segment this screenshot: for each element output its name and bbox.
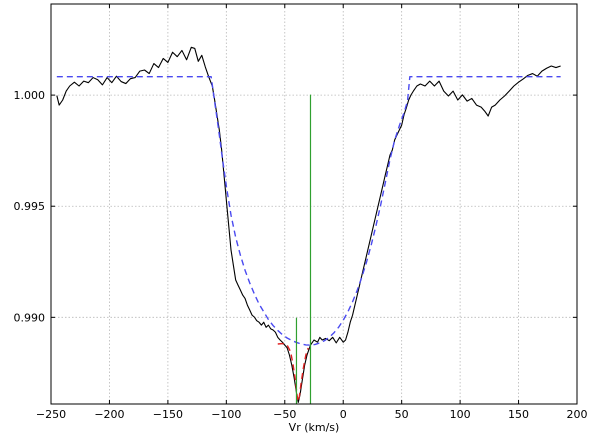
x-tick-label: 100 <box>450 408 471 421</box>
x-tick-label: 200 <box>567 408 588 421</box>
x-tick-label: −100 <box>211 408 241 421</box>
x-tick-label: −250 <box>36 408 66 421</box>
ticks: −250 −200 −150 −100 −50 0 50 100 150 200 0.990 0.99… <box>14 4 588 421</box>
observed-profile-line <box>56 46 561 403</box>
y-tick-label: 0.995 <box>14 200 46 213</box>
grid <box>51 4 577 404</box>
x-tick-label: −150 <box>153 408 183 421</box>
x-tick-label: −200 <box>94 408 124 421</box>
x-tick-label: 150 <box>508 408 529 421</box>
x-tick-label: −50 <box>273 408 296 421</box>
x-axis-label: Vr (km/s) <box>289 421 340 434</box>
y-tick-label: 1.000 <box>14 89 46 102</box>
x-tick-label: 0 <box>340 408 347 421</box>
plot-frame <box>50 3 578 405</box>
series-layer <box>56 46 561 403</box>
x-tick-label: 50 <box>395 408 409 421</box>
markers-layer <box>295 94 312 404</box>
y-tick-label: 0.990 <box>14 311 46 324</box>
model-fit-dashed-line <box>56 75 561 346</box>
